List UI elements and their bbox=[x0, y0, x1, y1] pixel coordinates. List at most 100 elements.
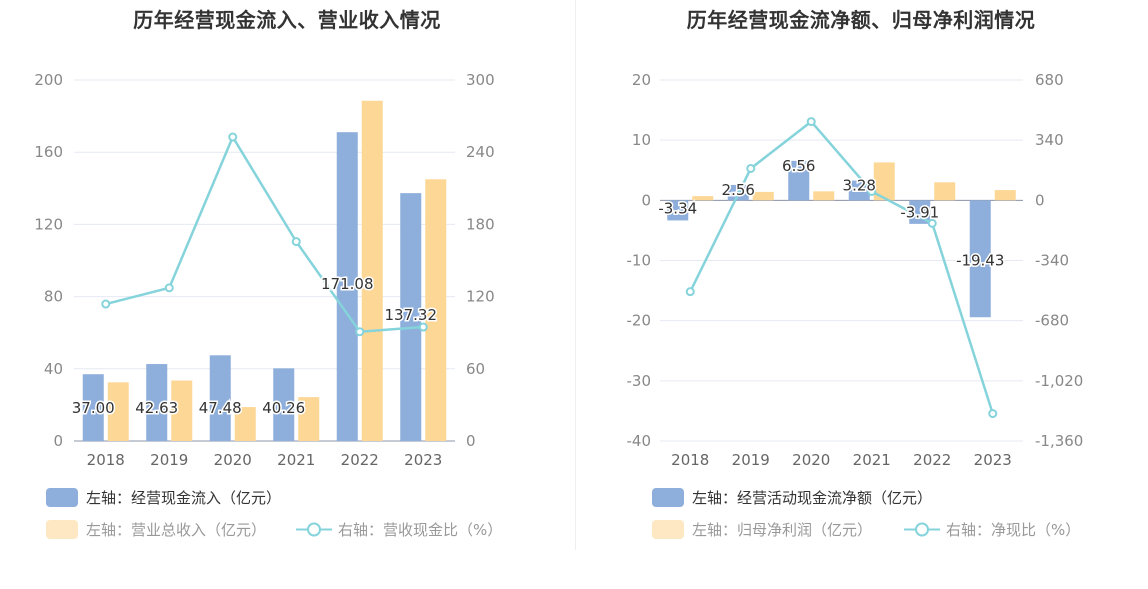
legend-item-series-1[interactable]: 左轴：经营现金流入（亿元） bbox=[46, 487, 281, 508]
ratio-point bbox=[355, 327, 365, 337]
bar-primary bbox=[273, 368, 295, 441]
y-right-tick-label: 60 bbox=[466, 360, 485, 378]
bar-secondary bbox=[934, 182, 956, 201]
bar-value-label: -3.91 bbox=[900, 203, 939, 221]
bar-primary bbox=[788, 160, 810, 201]
bar-value-label: 3.28 bbox=[843, 177, 876, 195]
ratio-point bbox=[418, 322, 428, 332]
bar-secondary bbox=[361, 100, 383, 441]
legend-line-marker-icon bbox=[904, 522, 940, 537]
x-tick-label: 2018 bbox=[87, 451, 125, 469]
y-right-tick-label: 0 bbox=[466, 432, 476, 450]
legend-line-marker-icon bbox=[296, 522, 332, 537]
bar-secondary bbox=[813, 191, 835, 201]
ratio-point bbox=[867, 186, 877, 196]
legend-item-series-1[interactable]: 左轴：经营活动现金流净额（亿元） bbox=[652, 487, 932, 508]
bar-primary bbox=[909, 200, 931, 224]
bar-primary bbox=[969, 200, 991, 318]
legend-label: 左轴：归母净利润（亿元） bbox=[692, 521, 873, 539]
bar-secondary bbox=[171, 380, 193, 441]
legend-label: 右轴：净现比（%） bbox=[946, 521, 1081, 539]
legend-item-series-3[interactable]: 右轴：净现比（%） bbox=[904, 519, 1080, 540]
legend-item-series-3[interactable]: 右轴：营收现金比（%） bbox=[296, 519, 502, 540]
legend-swatch bbox=[46, 520, 78, 539]
bar-primary bbox=[336, 132, 358, 441]
ratio-point bbox=[746, 163, 756, 173]
ratio-line bbox=[689, 119, 994, 414]
y-left-tick-label: 20 bbox=[632, 71, 651, 89]
legend-label: 左轴：营业总收入（亿元） bbox=[86, 521, 267, 539]
y-left-tick-label: 10 bbox=[632, 131, 651, 149]
bar-primary bbox=[400, 193, 422, 441]
y-left-tick-label: 120 bbox=[34, 215, 63, 233]
y-left-tick-label: 80 bbox=[44, 288, 63, 306]
bar-secondary bbox=[752, 191, 774, 201]
bar-value-label: 137.32 bbox=[385, 306, 438, 324]
bar-value-label: 37.00 bbox=[72, 399, 115, 417]
bar-secondary bbox=[994, 190, 1016, 201]
bar-secondary bbox=[425, 179, 447, 441]
bar-value-label: 6.56 bbox=[782, 157, 815, 175]
bar-primary bbox=[667, 200, 689, 221]
y-left-tick-label: 0 bbox=[641, 191, 651, 209]
ratio-point bbox=[685, 287, 695, 297]
chart-title: 历年经营现金流净额、归母净利润情况 bbox=[686, 8, 1036, 32]
chart-plot-cash-inflow: 0 0 40 60 80 120 120 180 160 240 200 300 2018 2019 202… bbox=[34, 71, 495, 469]
y-right-tick-label: 120 bbox=[466, 288, 495, 306]
y-right-tick-label: 180 bbox=[466, 215, 495, 233]
chart-panel-cash-inflow: 历年经营现金流入、营业收入情况 0 0 40 60 80 120 120 180 160 240 2… bbox=[34, 8, 502, 540]
legend-item-series-2[interactable]: 左轴：归母净利润（亿元） bbox=[652, 519, 872, 540]
legend-label: 左轴：经营现金流入（亿元） bbox=[86, 489, 282, 507]
bar-primary bbox=[209, 355, 231, 441]
ratio-point bbox=[228, 132, 238, 142]
chart-panel-net-cash: 历年经营现金流净额、归母净利润情况 -40 -1,360 -30 -1,020 -20 -… bbox=[574, 0, 1148, 589]
bar-primary bbox=[146, 364, 168, 441]
x-tick-label: 2020 bbox=[214, 451, 252, 469]
chart-title: 历年经营现金流入、营业收入情况 bbox=[133, 8, 441, 32]
bar-secondary bbox=[298, 397, 320, 441]
bar-value-label: 2.56 bbox=[722, 181, 755, 199]
y-left-tick-label: 40 bbox=[44, 360, 63, 378]
y-left-tick-label: 200 bbox=[34, 71, 63, 89]
y-right-tick-label: 0 bbox=[1035, 191, 1045, 209]
bar-value-label: 47.48 bbox=[199, 399, 242, 417]
y-left-tick-label: -20 bbox=[627, 312, 652, 330]
legend-swatch bbox=[652, 520, 684, 539]
bar-value-label: 40.26 bbox=[262, 399, 305, 417]
y-left-tick-label: -30 bbox=[627, 372, 652, 390]
chart-plot-net-cash: -40 -1,360 -30 -1,020 -20 -680 -10 -340 0 0 10 340 2… bbox=[627, 71, 1084, 469]
y-right-tick-label: -1,020 bbox=[1035, 372, 1083, 390]
bar-secondary bbox=[873, 162, 895, 201]
bar-value-label: 42.63 bbox=[135, 399, 178, 417]
y-left-tick-label: 160 bbox=[34, 143, 63, 161]
x-tick-label: 2022 bbox=[913, 451, 951, 469]
y-right-tick-label: 300 bbox=[466, 71, 495, 89]
y-right-tick-label: 680 bbox=[1035, 71, 1064, 89]
x-tick-label: 2023 bbox=[974, 451, 1012, 469]
ratio-point bbox=[101, 299, 111, 309]
legend-swatch bbox=[652, 488, 684, 507]
x-tick-label: 2022 bbox=[341, 451, 379, 469]
y-right-tick-label: 240 bbox=[466, 143, 495, 161]
legend-item-series-2[interactable]: 左轴：营业总收入（亿元） bbox=[46, 519, 266, 540]
legend-label: 左轴：经营活动现金流净额（亿元） bbox=[692, 489, 933, 507]
ratio-point bbox=[988, 409, 998, 419]
bar-secondary bbox=[107, 382, 129, 441]
bar-primary bbox=[848, 180, 870, 201]
ratio-point bbox=[927, 218, 937, 228]
legend-swatch bbox=[46, 488, 78, 507]
bar-value-label: -19.43 bbox=[956, 251, 1004, 269]
legend-label: 右轴：营收现金比（%） bbox=[338, 521, 503, 539]
bar-secondary bbox=[234, 407, 256, 441]
x-tick-label: 2019 bbox=[150, 451, 188, 469]
y-left-tick-label: 0 bbox=[53, 432, 63, 450]
y-left-tick-label: -40 bbox=[627, 432, 652, 450]
y-right-tick-label: -340 bbox=[1035, 252, 1069, 270]
y-right-tick-label: -1,360 bbox=[1035, 432, 1083, 450]
y-right-tick-label: -680 bbox=[1035, 312, 1069, 330]
ratio-point bbox=[291, 237, 301, 247]
bar-secondary bbox=[692, 196, 714, 201]
x-tick-label: 2021 bbox=[853, 451, 891, 469]
x-tick-label: 2023 bbox=[404, 451, 442, 469]
x-tick-label: 2019 bbox=[732, 451, 770, 469]
